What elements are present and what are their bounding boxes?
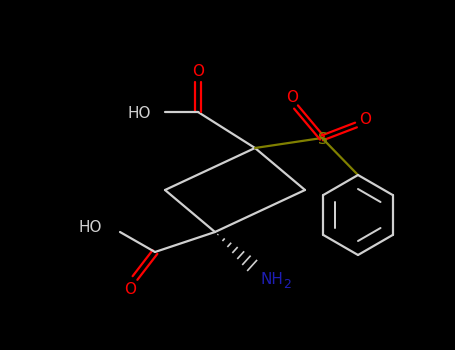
Text: 2: 2 [283, 279, 291, 292]
Text: HO: HO [127, 105, 151, 120]
Text: HO: HO [79, 220, 102, 236]
Text: O: O [359, 112, 371, 127]
Text: O: O [192, 64, 204, 79]
Text: NH: NH [260, 273, 283, 287]
Text: O: O [124, 282, 136, 298]
Text: O: O [286, 90, 298, 105]
Text: S: S [318, 133, 328, 147]
